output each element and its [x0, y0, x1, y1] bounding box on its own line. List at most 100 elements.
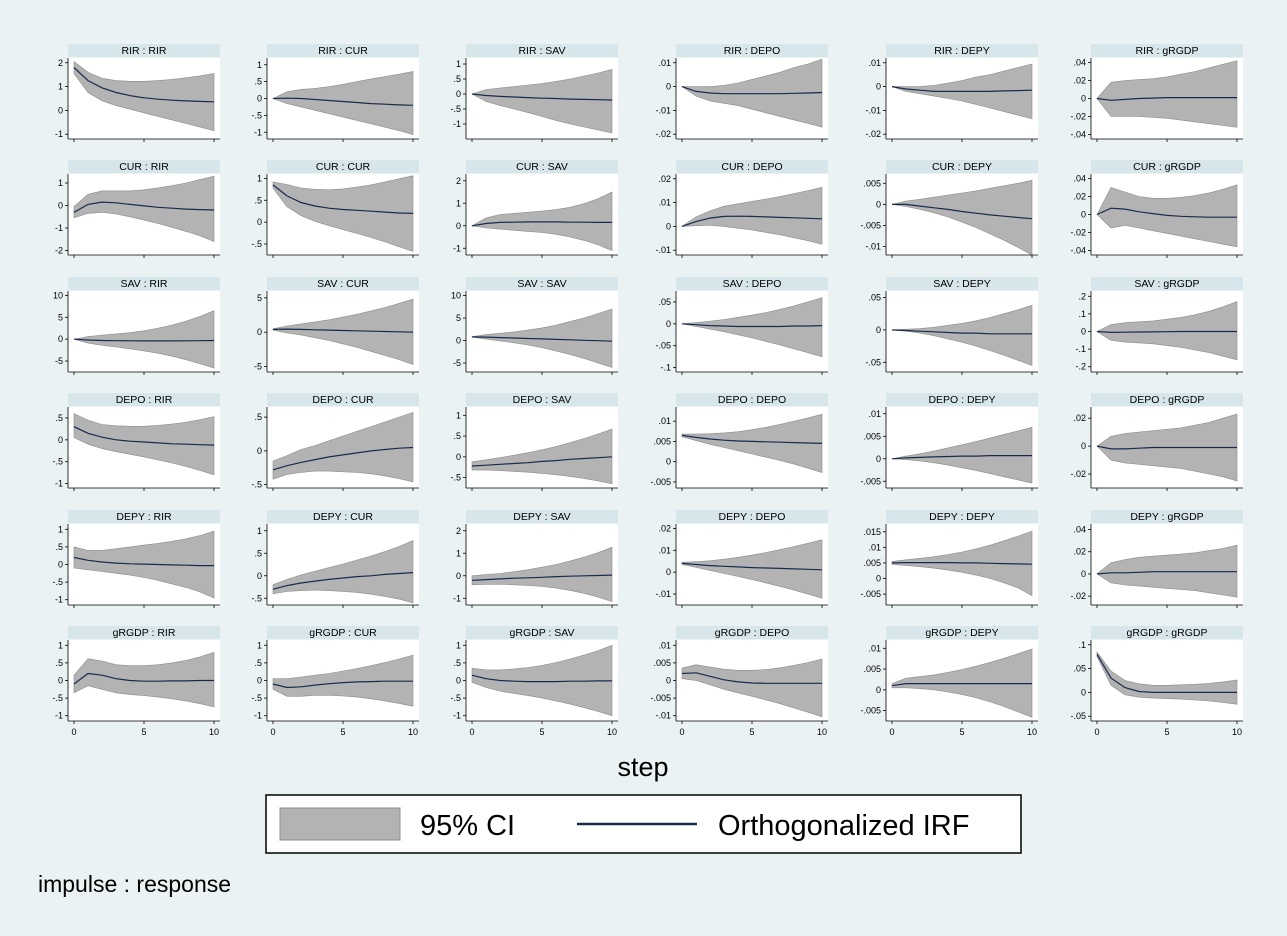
- panel-title-strip: [676, 626, 828, 639]
- y-tick-label: .5: [453, 658, 461, 668]
- x-tick-label: 10: [408, 727, 418, 737]
- y-tick-label: 1: [456, 548, 461, 558]
- y-tick-label: -.04: [1070, 130, 1086, 140]
- irf-line: [681, 215, 823, 227]
- panel-title-strip: [267, 393, 419, 406]
- y-tick-label: -.01: [655, 589, 671, 599]
- y-tick-label: -1: [55, 479, 63, 489]
- panel-title-strip: [267, 277, 419, 290]
- ci-band: [73, 60, 215, 132]
- y-tick-label: -.5: [251, 110, 262, 120]
- panel-title-strip: [886, 626, 1038, 639]
- x-tick-label: 0: [679, 727, 684, 737]
- y-tick-label: -.01: [655, 105, 671, 115]
- x-tick-label: 5: [1164, 727, 1169, 737]
- y-tick-label: 1: [257, 60, 262, 70]
- panel-title-strip: [676, 277, 828, 290]
- y-tick-label: .005: [863, 178, 881, 188]
- panel-title-strip: [466, 626, 618, 639]
- y-tick-label: 1: [58, 524, 63, 534]
- panel-title-strip: [1091, 510, 1243, 523]
- irf-line: [891, 561, 1033, 565]
- y-tick-label: .015: [863, 527, 881, 537]
- y-tick-label: -.05: [1070, 711, 1086, 721]
- irf-line: [471, 336, 613, 342]
- y-tick-label: -.01: [865, 242, 881, 252]
- irf-line: [73, 201, 215, 213]
- ci-band: [1096, 650, 1238, 705]
- panel-title-strip: [68, 626, 220, 639]
- y-tick-label: 0: [58, 334, 63, 344]
- y-tick-label: 2: [456, 526, 461, 536]
- y-tick-label: -.5: [251, 480, 262, 490]
- y-tick-label: 0: [876, 82, 881, 92]
- y-tick-label: 1: [257, 640, 262, 650]
- y-tick-label: 5: [257, 293, 262, 303]
- panel-title: gRGDP : DEPO: [715, 627, 790, 639]
- y-tick-label: 0: [58, 435, 63, 445]
- y-tick-label: -1: [55, 595, 63, 605]
- y-tick-label: .005: [863, 664, 881, 674]
- panel-rir-depo: RIR : DEPO -.02 -.01 0 .01: [655, 44, 828, 142]
- ci-band: [681, 658, 823, 718]
- y-tick-label: 0: [58, 560, 63, 570]
- y-tick-label: .005: [653, 658, 671, 668]
- irf-line: [1096, 653, 1237, 694]
- panel-title: DEPO : DEPO: [718, 394, 786, 406]
- y-tick-label: -.5: [52, 577, 63, 587]
- panel-title-strip: [1091, 160, 1243, 173]
- panel-title: RIR : DEPO: [724, 45, 781, 57]
- y-tick-label: 0: [456, 452, 461, 462]
- irf-line: [471, 93, 613, 101]
- y-tick-label: .01: [658, 198, 671, 208]
- panel-grgdp-grgdp: gRGDP : gRGDP -.05 0 .05 .1 0 5 10: [1070, 626, 1243, 737]
- y-tick-label: 0: [456, 89, 461, 99]
- irf-line: [471, 674, 612, 683]
- legend-ci-swatch: [279, 807, 401, 841]
- panel-title-strip: [676, 160, 828, 173]
- irf-line: [1096, 571, 1237, 575]
- y-tick-label: .5: [55, 542, 63, 552]
- y-tick-label: 0: [456, 221, 461, 231]
- y-tick-label: 0: [1081, 569, 1086, 579]
- y-tick-label: .05: [658, 297, 671, 307]
- panel-title-strip: [466, 44, 618, 57]
- y-tick-label: .005: [863, 558, 881, 568]
- ci-band: [272, 654, 414, 707]
- panel-depo-grgdp: DEPO : gRGDP -.02 0 .02: [1070, 393, 1243, 491]
- y-tick-label: .02: [1073, 413, 1086, 423]
- irf-line: [272, 680, 413, 689]
- y-tick-label: .5: [254, 412, 262, 422]
- y-tick-label: -.5: [251, 593, 262, 603]
- y-tick-label: -.02: [1070, 469, 1086, 479]
- y-tick-label: -.05: [865, 357, 881, 367]
- y-tick-label: 1: [58, 82, 63, 92]
- y-tick-label: 0: [257, 327, 262, 337]
- panel-title-strip: [676, 44, 828, 57]
- y-tick-label: .01: [658, 545, 671, 555]
- y-tick-label: .5: [254, 658, 262, 668]
- x-tick-label: 0: [270, 727, 275, 737]
- y-tick-label: .04: [1073, 174, 1086, 184]
- panel-title: SAV : DEPO: [723, 278, 782, 290]
- irf-line: [272, 97, 414, 106]
- irf-line: [471, 574, 613, 581]
- y-tick-label: -1: [453, 119, 461, 129]
- irf-line: [73, 556, 214, 567]
- ci-band: [471, 644, 613, 717]
- irf-line: [73, 338, 215, 342]
- ci-band: [73, 413, 215, 476]
- panel-title: SAV : gRGDP: [1134, 278, 1199, 290]
- irf-line: [1096, 96, 1237, 101]
- y-tick-label: 1: [456, 410, 461, 420]
- panel-title: DEPO : gRGDP: [1130, 394, 1205, 406]
- panel-title-strip: [886, 393, 1038, 406]
- y-tick-label: -.5: [450, 104, 461, 114]
- panel-grgdp-depy: gRGDP : DEPY -.005 0 .005 .01 0 5 10: [860, 626, 1038, 737]
- y-tick-label: -.01: [655, 245, 671, 255]
- y-tick-label: -.02: [865, 129, 881, 139]
- panel-grgdp-rir: gRGDP : RIR-1-.50.510 5 10: [52, 626, 220, 737]
- panel-depy-cur: DEPY : CUR -.5 0 .5 1: [251, 510, 419, 608]
- panel-title: SAV : CUR: [317, 278, 369, 290]
- panel-title-strip: [267, 160, 419, 173]
